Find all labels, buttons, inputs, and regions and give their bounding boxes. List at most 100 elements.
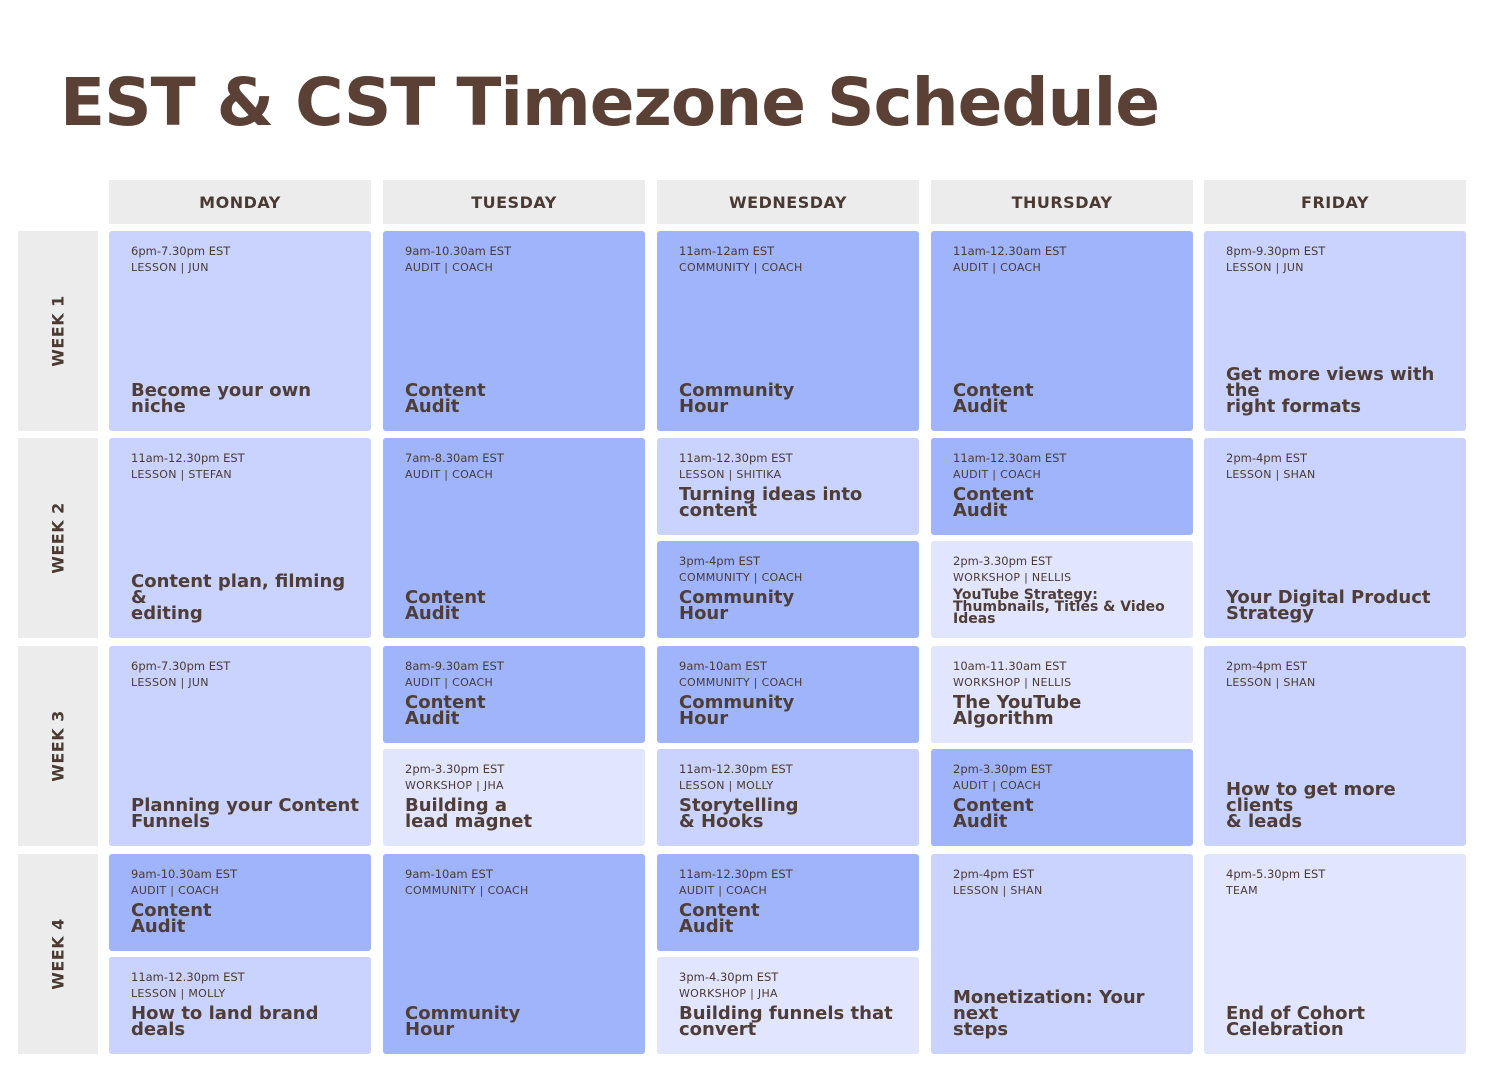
session-card[interactable]: 7am-8.30am EST AUDIT | COACH Content Audit <box>383 438 645 638</box>
session-time: 2pm-3.30pm EST <box>953 762 1053 776</box>
session-title: Monetization: Your next steps <box>953 987 1145 1040</box>
session-title: End of Cohort Celebration <box>1226 1003 1365 1040</box>
week-label-1: WEEK 1 <box>18 231 98 431</box>
session-card[interactable]: 11am-12.30am EST AUDIT | COACH Content Aud… <box>931 438 1193 535</box>
session-card[interactable]: 10am-11.30am EST WORKSHOP | NELLIS The You… <box>931 646 1193 743</box>
session-time: 11am-12.30pm EST <box>131 970 245 984</box>
week-label-3: WEEK 3 <box>18 646 98 846</box>
day-header-thursday: THURSDAY <box>931 180 1193 224</box>
session-card[interactable]: 4pm-5.30pm EST TEAM End of Cohort Celebrat… <box>1204 854 1466 1054</box>
session-card[interactable]: 2pm-3.30pm EST AUDIT | COACH Content Audit <box>931 749 1193 846</box>
day-header-tuesday: TUESDAY <box>383 180 645 224</box>
session-card[interactable]: 3pm-4.30pm EST WORKSHOP | JHA Building fun… <box>657 957 919 1054</box>
session-card[interactable]: 8pm-9.30pm EST LESSON | JUN Get more views… <box>1204 231 1466 431</box>
session-title: Community Hour <box>405 1003 521 1040</box>
session-category: WORKSHOP | NELLIS <box>953 676 1072 689</box>
session-title: Content Audit <box>953 795 1034 832</box>
session-card[interactable]: 11am-12.30pm EST LESSON | MOLLY Storytelli… <box>657 749 919 846</box>
session-card[interactable]: 2pm-4pm EST LESSON | SHAN How to get more … <box>1204 646 1466 846</box>
session-category: WORKSHOP | NELLIS <box>953 571 1072 584</box>
session-time: 2pm-4pm EST <box>953 867 1035 881</box>
session-title: Building funnels that convert <box>679 1003 893 1040</box>
day-header-wednesday: WEDNESDAY <box>657 180 919 224</box>
session-card[interactable]: 3pm-4pm EST COMMUNITY | COACH Community Ho… <box>657 541 919 638</box>
session-card[interactable]: 9am-10.30am EST AUDIT | COACH Content Audi… <box>109 854 371 951</box>
session-time: 8am-9.30am EST <box>405 659 504 673</box>
session-category: AUDIT | COACH <box>953 468 1042 481</box>
session-category: AUDIT | COACH <box>405 468 494 481</box>
session-time: 11am-12.30pm EST <box>679 867 793 881</box>
session-time: 3pm-4pm EST <box>679 554 761 568</box>
session-card[interactable]: 2pm-4pm EST LESSON | SHAN Monetization: Yo… <box>931 854 1193 1054</box>
session-title: The YouTube Algorithm <box>953 692 1082 729</box>
session-card[interactable]: 6pm-7.30pm EST LESSON | JUN Planning your … <box>109 646 371 846</box>
session-time: 11am-12.30am EST <box>953 244 1067 258</box>
session-category: LESSON | SHAN <box>953 884 1043 897</box>
session-title: Storytelling & Hooks <box>679 795 799 832</box>
session-title: Building a lead magnet <box>405 795 533 832</box>
session-category: LESSON | MOLLY <box>679 779 774 792</box>
session-card[interactable]: 11am-12.30pm EST AUDIT | COACH Content Aud… <box>657 854 919 951</box>
session-card[interactable]: 9am-10am EST COMMUNITY | COACH Community H… <box>657 646 919 743</box>
session-card[interactable]: 11am-12.30pm EST LESSON | MOLLY How to lan… <box>109 957 371 1054</box>
session-title: Planning your Content Funnels <box>131 795 359 832</box>
session-time: 2pm-3.30pm EST <box>405 762 505 776</box>
session-card[interactable]: 9am-10am EST COMMUNITY | COACH Community H… <box>383 854 645 1054</box>
week-label-text: WEEK 4 <box>48 918 68 990</box>
week-label-text: WEEK 1 <box>48 295 68 367</box>
session-time: 6pm-7.30pm EST <box>131 244 231 258</box>
session-title: Content Audit <box>953 380 1034 417</box>
session-title: Content Audit <box>405 692 486 729</box>
session-category: AUDIT | COACH <box>953 261 1042 274</box>
session-time: 11am-12.30am EST <box>953 451 1067 465</box>
session-category: LESSON | JUN <box>1226 261 1304 274</box>
session-card[interactable]: 2pm-3.30pm EST WORKSHOP | JHA Building a l… <box>383 749 645 846</box>
session-time: 7am-8.30am EST <box>405 451 504 465</box>
session-time: 11am-12.30pm EST <box>679 762 793 776</box>
session-category: AUDIT | COACH <box>679 884 768 897</box>
session-card[interactable]: 2pm-3.30pm EST WORKSHOP | NELLIS YouTube S… <box>931 541 1193 638</box>
session-title: Community Hour <box>679 380 795 417</box>
session-title: How to get more clients & leads <box>1226 779 1396 832</box>
session-time: 3pm-4.30pm EST <box>679 970 779 984</box>
week-label-2: WEEK 2 <box>18 438 98 638</box>
session-category: LESSON | JUN <box>131 261 209 274</box>
session-title: Your Digital Product Strategy <box>1226 587 1431 624</box>
session-card[interactable]: 8am-9.30am EST AUDIT | COACH Content Audit <box>383 646 645 743</box>
session-time: 9am-10am EST <box>405 867 493 881</box>
session-time: 8pm-9.30pm EST <box>1226 244 1326 258</box>
session-card[interactable]: 11am-12am EST COMMUNITY | COACH Community … <box>657 231 919 431</box>
session-category: COMMUNITY | COACH <box>405 884 529 897</box>
session-time: 11am-12.30pm EST <box>679 451 793 465</box>
session-category: LESSON | SHITIKA <box>679 468 782 481</box>
session-title: Community Hour <box>679 692 795 729</box>
session-card[interactable]: 11am-12.30pm EST LESSON | SHITIKA Turning … <box>657 438 919 535</box>
session-time: 2pm-4pm EST <box>1226 659 1308 673</box>
session-card[interactable]: 11am-12.30am EST AUDIT | COACH Content Aud… <box>931 231 1193 431</box>
session-card[interactable]: 9am-10.30am EST AUDIT | COACH Content Audi… <box>383 231 645 431</box>
session-category: AUDIT | COACH <box>405 261 494 274</box>
session-category: TEAM <box>1226 884 1258 897</box>
session-category: AUDIT | COACH <box>131 884 220 897</box>
session-category: AUDIT | COACH <box>405 676 494 689</box>
session-category: COMMUNITY | COACH <box>679 571 803 584</box>
session-title: Content plan, filming & editing <box>131 571 346 624</box>
session-title: Content Audit <box>405 380 486 417</box>
session-card[interactable]: 6pm-7.30pm EST LESSON | JUN Become your ow… <box>109 231 371 431</box>
session-category: LESSON | STEFAN <box>131 468 232 481</box>
week-label-4: WEEK 4 <box>18 854 98 1054</box>
day-header-monday: MONDAY <box>109 180 371 224</box>
day-header-friday: FRIDAY <box>1204 180 1466 224</box>
session-time: 9am-10am EST <box>679 659 767 673</box>
session-title: Content Audit <box>405 587 486 624</box>
session-time: 2pm-4pm EST <box>1226 451 1308 465</box>
session-title: Community Hour <box>679 587 795 624</box>
session-category: AUDIT | COACH <box>953 779 1042 792</box>
session-title: Get more views with the right formats <box>1226 364 1435 417</box>
session-card[interactable]: 11am-12.30pm EST LESSON | STEFAN Content p… <box>109 438 371 638</box>
session-title: Content Audit <box>679 900 760 937</box>
session-card[interactable]: 2pm-4pm EST LESSON | SHAN Your Digital Pro… <box>1204 438 1466 638</box>
session-title: Content Audit <box>953 484 1034 521</box>
session-title: Content Audit <box>131 900 212 937</box>
session-title: Turning ideas into content <box>679 484 863 521</box>
